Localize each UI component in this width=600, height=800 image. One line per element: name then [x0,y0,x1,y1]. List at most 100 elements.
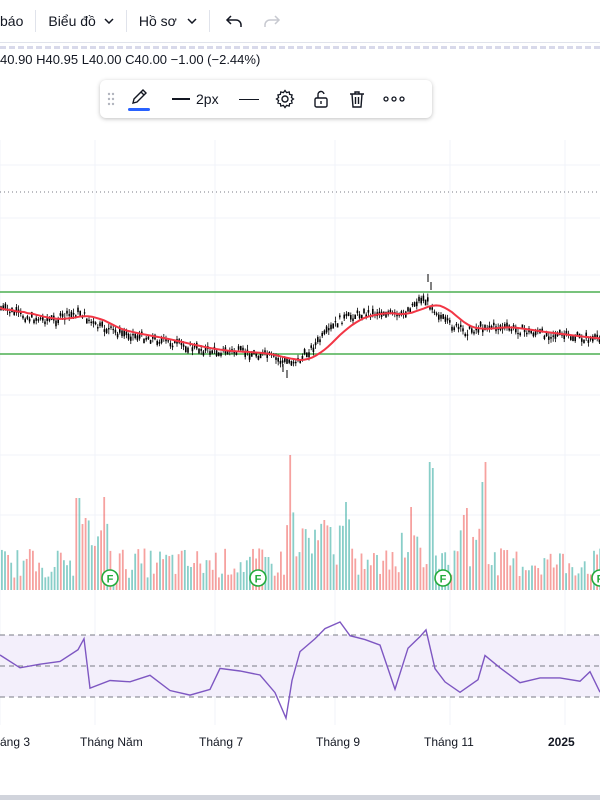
volume-bar [233,568,236,590]
volume-bar [28,549,31,590]
candle-body [352,318,354,321]
drag-handle-icon[interactable] [100,92,122,106]
candle-body [596,334,598,338]
candle-body [116,333,119,338]
volume-bar [528,570,530,590]
volume-bar [47,576,50,590]
candle-body [202,351,205,356]
ohlc-legend: 40.90 H40.95 L40.00 C40.00 −1.00 (−2.44%… [0,52,260,67]
candle-body [314,342,317,346]
candle-body [108,328,110,330]
volume-bar [580,567,583,590]
profile-menu[interactable]: Hồ sơ [127,0,209,42]
line-width-button[interactable]: 2px [164,80,227,118]
undo-icon[interactable] [220,7,248,35]
volume-bar [118,553,121,590]
volume-bar [559,553,561,590]
candle-body [396,314,398,317]
volume-bar [106,523,109,590]
candle-body [191,347,194,352]
volume-bar [125,569,127,590]
candle-body [477,327,480,333]
candle-body [354,314,356,320]
volume-bar [466,508,468,590]
volume-bar [320,523,323,590]
candle-body [317,337,319,343]
candle-body [356,310,359,314]
volume-bar [214,552,217,590]
candle-body [255,353,257,357]
event-marker [101,569,119,587]
volume-bar [1,549,3,590]
volume-bar [227,574,230,590]
line-style-button[interactable] [231,80,267,118]
event-markers: FFFF [101,569,600,587]
high-value: H40.95 [36,52,79,67]
delete-button[interactable] [339,80,375,118]
volume-bar [531,565,533,590]
lock-button[interactable] [303,80,339,118]
volume-bar [552,567,555,590]
volume-bar [242,571,245,590]
candle-body [92,321,95,324]
event-marker-label: F [255,574,262,586]
candle-body [308,352,310,358]
volume-bar [348,519,350,590]
candle-body [361,314,363,321]
candle-body [389,309,392,313]
close-value: C40.00 [125,52,168,67]
candle-body [570,336,572,340]
volume-bar [394,566,397,590]
chart-grid [0,140,600,725]
candle-body [409,308,411,313]
candle-body [105,328,108,334]
rsi-panel [0,621,600,721]
volume-bar [577,573,580,590]
candle-body [72,312,75,315]
line-color-button[interactable] [122,80,156,118]
candle-body [462,328,464,332]
candle-body [288,359,290,363]
volume-bar [208,560,211,590]
candle-body [587,339,590,343]
drawing-toolbar: 2px [100,80,432,118]
volume-bar [38,562,40,590]
candle-body [204,346,207,351]
volume-bar [44,577,47,590]
candle-body [433,311,436,314]
settings-button[interactable] [267,80,303,118]
candle-body [185,346,187,353]
candle-body [552,335,554,337]
candle-body [37,319,40,321]
more-icon [382,96,405,102]
bottom-scrollbar[interactable] [0,795,600,800]
more-button[interactable] [375,80,413,118]
volume-bar [32,550,34,590]
event-marker-label: F [440,574,447,586]
volume-bar [407,552,409,590]
candle-body [493,322,495,326]
candle-body [61,313,64,317]
volume-bar [497,575,499,590]
volume-bar [171,554,174,590]
volume-bar [245,560,248,590]
candle-body [559,329,561,336]
candle-body [275,357,277,360]
candle-body [442,314,444,319]
candle-body [125,331,128,336]
volume-bar [100,530,102,590]
volume-bar [487,564,490,590]
candle-body [438,314,440,320]
volume-bar [472,536,474,590]
volume-bar [283,574,285,590]
redo-icon[interactable] [258,7,286,35]
candle-body [440,315,442,319]
candle-body [431,307,433,310]
alerts-menu[interactable]: báo [0,0,35,42]
chart-menu[interactable]: Biểu đồ [36,0,125,42]
volume-bar [152,573,155,590]
volume-bar [187,565,189,590]
volume-bar [292,512,295,590]
volume-bar [369,565,372,590]
